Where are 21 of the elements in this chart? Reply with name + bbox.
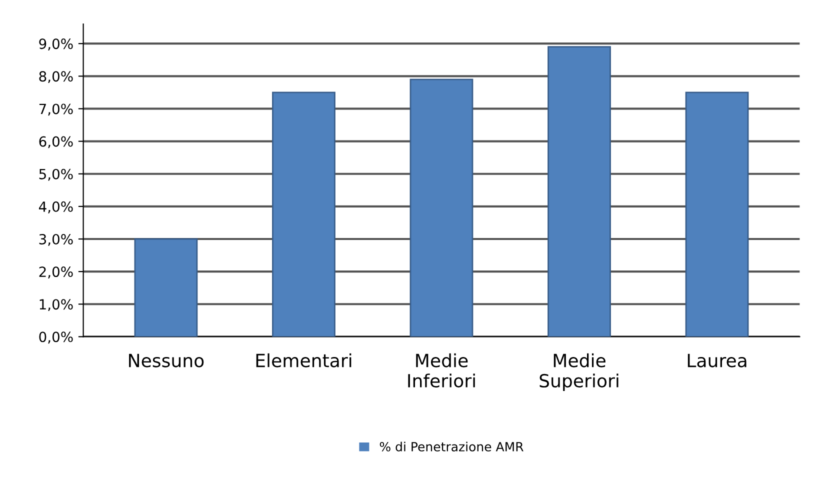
y-tick-label: 0,0%	[39, 332, 73, 344]
y-tick-label: 3,0%	[39, 234, 73, 246]
y-tick-label: 4,0%	[38, 201, 73, 214]
y-tick-label: 1,0%	[40, 299, 73, 312]
y-tick-label: 9,0%	[39, 38, 73, 50]
bar	[410, 78, 474, 337]
bar	[272, 92, 336, 337]
x-tick-label: Medie Superiori	[540, 353, 618, 392]
x-tick-label: Elementari	[256, 353, 352, 368]
y-tick-label: 2,0%	[39, 266, 73, 278]
y-tick-label: 6,0%	[39, 136, 73, 148]
bar	[548, 46, 611, 337]
x-tick-label: Nessuno	[129, 354, 204, 368]
legend-label: % di Penetrazione AMR	[380, 442, 524, 452]
bar	[134, 238, 198, 337]
y-tick-label: 8,0%	[39, 71, 73, 84]
bar	[685, 92, 749, 337]
x-tick-label: Medie Inferiori	[408, 353, 475, 388]
y-tick-label: 5,0%	[39, 168, 73, 181]
x-tick-label: Laurea	[688, 354, 746, 368]
y-tick-label: 7,0%	[39, 104, 73, 116]
